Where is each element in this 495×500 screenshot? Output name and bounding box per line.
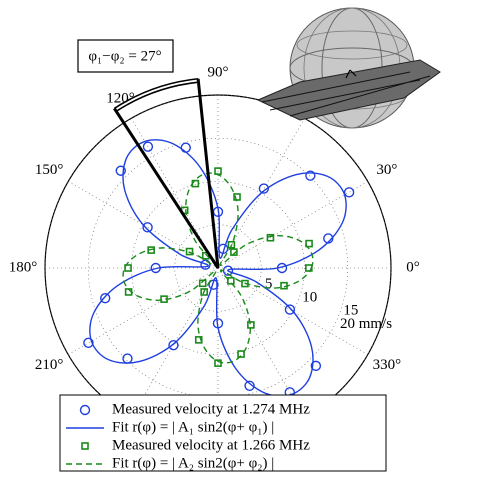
r-tick-label: 20 mm/s bbox=[340, 316, 392, 332]
legend-label: Fit r(φ) = | A₂ sin2(φ+ φ₂) | bbox=[112, 455, 274, 471]
r-tick-label: 10 bbox=[302, 289, 317, 305]
theta-tick-label: 90° bbox=[208, 64, 229, 80]
data-point bbox=[181, 143, 190, 152]
theta-tick-label: 180° bbox=[9, 259, 38, 275]
theta-tick-label: 210° bbox=[35, 357, 64, 373]
theta-tick-label: 30° bbox=[376, 162, 397, 178]
legend-label: Measured velocity at 1.274 MHz bbox=[112, 401, 310, 417]
theta-tick-label: 0° bbox=[406, 259, 420, 275]
sphere-illustration bbox=[258, 8, 440, 128]
annotation-group: φ₁−φ₂ = 27° bbox=[78, 40, 218, 268]
legend-label: Measured velocity at 1.266 MHz bbox=[112, 437, 310, 453]
theta-tick-label: 150° bbox=[35, 162, 64, 178]
data-point bbox=[123, 354, 132, 363]
chart: 5101520 mm/s0°30°60°90°120°150°180°210°2… bbox=[0, 0, 495, 500]
data-point bbox=[101, 294, 110, 303]
data-point bbox=[345, 188, 354, 197]
legend-label: Fit r(φ) = | A₁ sin2(φ+ φ₁) | bbox=[112, 419, 274, 435]
theta-tick-label: 330° bbox=[373, 357, 402, 373]
annotation-text: φ₁−φ₂ = 27° bbox=[88, 48, 161, 64]
data-point bbox=[285, 305, 294, 314]
legend: Measured velocity at 1.274 MHz Fit r(φ) =… bbox=[60, 395, 386, 471]
